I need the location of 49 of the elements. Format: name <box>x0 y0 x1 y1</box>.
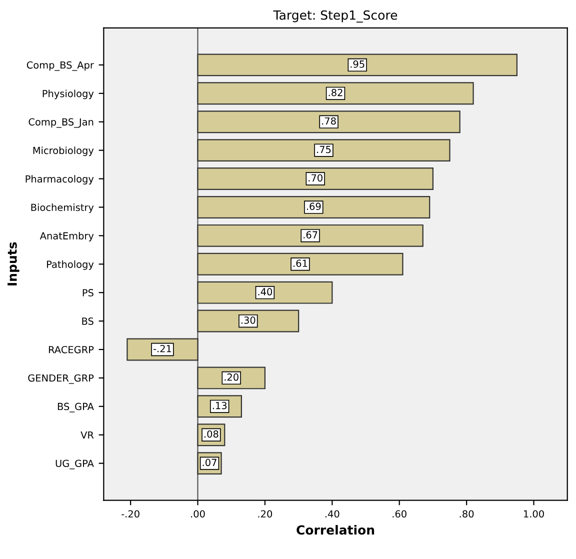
bar <box>197 252 404 276</box>
data-label: .40 <box>258 288 272 296</box>
y-tick-label: Biochemistry <box>31 204 94 213</box>
data-label: .70 <box>308 174 322 182</box>
data-label: .30 <box>241 316 256 324</box>
bar <box>197 139 450 162</box>
data-label: .95 <box>350 60 364 68</box>
chart-title: Target: Step1_Score <box>273 10 398 23</box>
y-tick-label: Microbiology <box>33 146 94 156</box>
x-tick-label: .40 <box>325 510 340 518</box>
y-tick-label: BS <box>82 318 94 325</box>
y-tick-label: Comp_BS_Apr <box>26 61 94 71</box>
data-label: .13 <box>212 402 227 410</box>
y-tick-label: VR <box>80 431 94 439</box>
bar <box>197 196 430 218</box>
data-label: .82 <box>328 88 342 96</box>
y-tick-label: Physiology <box>42 90 94 100</box>
bar <box>197 281 333 304</box>
y-tick-label: PS <box>82 289 94 296</box>
y-tick-label: GENDER_GRP <box>28 374 94 384</box>
x-tick-label: -.20 <box>122 510 140 518</box>
data-label: .75 <box>317 146 331 154</box>
x-axis-title: Correlation <box>296 524 374 535</box>
x-tick-label: .60 <box>392 510 406 518</box>
data-label: .67 <box>304 231 318 238</box>
data-label: .20 <box>224 373 238 381</box>
data-label: .78 <box>322 117 336 125</box>
y-tick-label: BS_GPA <box>58 402 94 412</box>
y-tick-label: AnatEmbry <box>40 232 94 242</box>
bar <box>197 82 474 105</box>
data-label: .08 <box>204 430 218 438</box>
bar <box>197 224 424 247</box>
data-label: .69 <box>306 202 321 210</box>
x-tick-label: .00 <box>191 510 205 518</box>
x-tick-label: .80 <box>460 510 474 518</box>
x-tick-label: 1.00 <box>524 510 544 518</box>
x-tick-label: .20 <box>258 510 272 518</box>
bar <box>197 110 460 134</box>
bar <box>197 168 434 190</box>
y-tick-label: UG_GPA <box>56 460 94 470</box>
y-tick-label: Comp_BS_Jan <box>28 118 94 128</box>
y-tick-label: Pharmacology <box>26 175 94 184</box>
data-label: -.21 <box>153 344 172 352</box>
y-tick-label: Pathology <box>47 260 94 270</box>
data-label: .61 <box>294 260 308 267</box>
data-label: .07 <box>202 458 216 466</box>
y-tick-label: RACEGRP <box>48 346 94 354</box>
y-axis-title: Inputs <box>8 242 20 286</box>
bar <box>197 54 518 76</box>
